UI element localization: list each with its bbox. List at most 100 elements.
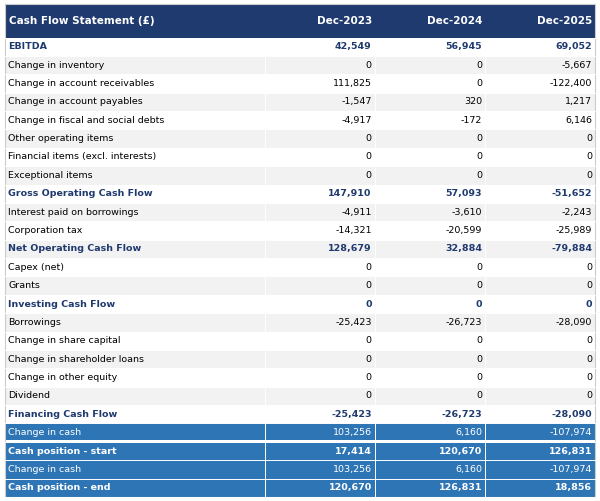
- Bar: [265, 387, 375, 405]
- Text: 0: 0: [366, 134, 372, 143]
- Bar: [265, 221, 375, 239]
- Bar: [5, 203, 265, 221]
- Text: Corporation tax: Corporation tax: [8, 226, 83, 235]
- Text: 32,884: 32,884: [445, 244, 482, 254]
- Text: Net Operating Cash Flow: Net Operating Cash Flow: [8, 244, 142, 254]
- Text: 0: 0: [366, 152, 372, 161]
- Bar: [485, 111, 595, 129]
- Text: 18,856: 18,856: [555, 483, 592, 492]
- Bar: [5, 440, 595, 443]
- Bar: [265, 258, 375, 277]
- Bar: [5, 405, 265, 423]
- Bar: [375, 460, 485, 478]
- Text: 0: 0: [476, 281, 482, 290]
- Text: -2,243: -2,243: [562, 207, 592, 216]
- Bar: [485, 313, 595, 332]
- Text: Interest paid on borrowings: Interest paid on borrowings: [8, 207, 139, 216]
- Bar: [5, 478, 265, 497]
- Text: 6,160: 6,160: [455, 465, 482, 474]
- Text: -25,423: -25,423: [335, 318, 372, 327]
- Text: Change in fiscal and social debts: Change in fiscal and social debts: [8, 116, 165, 125]
- Text: 0: 0: [476, 134, 482, 143]
- Text: Dec-2024: Dec-2024: [427, 16, 482, 26]
- Bar: [485, 221, 595, 239]
- Text: 126,831: 126,831: [549, 446, 592, 455]
- Text: 111,825: 111,825: [333, 79, 372, 88]
- Bar: [485, 129, 595, 148]
- Bar: [265, 478, 375, 497]
- Bar: [5, 111, 265, 129]
- Text: -4,917: -4,917: [341, 116, 372, 125]
- Text: Investing Cash Flow: Investing Cash Flow: [8, 300, 116, 309]
- Text: 0: 0: [586, 152, 592, 161]
- Bar: [375, 203, 485, 221]
- Bar: [265, 111, 375, 129]
- Bar: [265, 460, 375, 478]
- Text: Gross Operating Cash Flow: Gross Operating Cash Flow: [8, 189, 153, 198]
- Bar: [375, 423, 485, 442]
- Text: 69,052: 69,052: [556, 42, 592, 51]
- Bar: [375, 277, 485, 295]
- Bar: [485, 423, 595, 442]
- Bar: [485, 332, 595, 350]
- Bar: [375, 350, 485, 368]
- Bar: [375, 405, 485, 423]
- Text: 0: 0: [476, 336, 482, 345]
- Text: Change in cash: Change in cash: [8, 465, 82, 474]
- Bar: [485, 74, 595, 93]
- Bar: [265, 203, 375, 221]
- Bar: [5, 38, 265, 56]
- Text: 103,256: 103,256: [332, 428, 372, 437]
- Text: 0: 0: [476, 373, 482, 382]
- Bar: [5, 239, 265, 258]
- Text: Cash position - end: Cash position - end: [8, 483, 111, 492]
- Text: 0: 0: [476, 79, 482, 88]
- Bar: [5, 295, 265, 313]
- Bar: [265, 56, 375, 74]
- Bar: [5, 184, 265, 203]
- Bar: [5, 166, 265, 184]
- Text: 0: 0: [476, 171, 482, 180]
- Text: -28,090: -28,090: [556, 318, 592, 327]
- Text: Financial items (excl. interests): Financial items (excl. interests): [8, 152, 157, 161]
- Text: Change in share capital: Change in share capital: [8, 336, 121, 345]
- Text: -28,090: -28,090: [551, 410, 592, 419]
- Text: -107,974: -107,974: [550, 465, 592, 474]
- Text: 0: 0: [366, 336, 372, 345]
- Text: 103,256: 103,256: [332, 465, 372, 474]
- Text: Dec-2025: Dec-2025: [537, 16, 592, 26]
- Text: 0: 0: [365, 300, 372, 309]
- Bar: [5, 460, 265, 478]
- Bar: [485, 93, 595, 111]
- Bar: [485, 56, 595, 74]
- Bar: [485, 405, 595, 423]
- Bar: [265, 277, 375, 295]
- Text: 17,414: 17,414: [335, 446, 372, 455]
- Bar: [5, 313, 265, 332]
- Bar: [5, 277, 265, 295]
- Bar: [375, 368, 485, 387]
- Bar: [375, 442, 485, 460]
- Bar: [265, 423, 375, 442]
- Bar: [265, 74, 375, 93]
- Text: 320: 320: [464, 97, 482, 106]
- Text: 0: 0: [366, 355, 372, 364]
- Text: 0: 0: [366, 61, 372, 70]
- Bar: [265, 332, 375, 350]
- Text: -4,911: -4,911: [341, 207, 372, 216]
- Text: 0: 0: [586, 355, 592, 364]
- Bar: [485, 460, 595, 478]
- Text: 1,217: 1,217: [565, 97, 592, 106]
- Bar: [5, 332, 265, 350]
- Text: Exceptional items: Exceptional items: [8, 171, 93, 180]
- Bar: [5, 129, 265, 148]
- Bar: [485, 295, 595, 313]
- Text: 0: 0: [475, 300, 482, 309]
- Bar: [375, 313, 485, 332]
- Text: 0: 0: [366, 171, 372, 180]
- Text: -79,884: -79,884: [551, 244, 592, 254]
- Text: Financing Cash Flow: Financing Cash Flow: [8, 410, 118, 419]
- Text: 0: 0: [586, 281, 592, 290]
- Text: 0: 0: [586, 263, 592, 272]
- Bar: [265, 93, 375, 111]
